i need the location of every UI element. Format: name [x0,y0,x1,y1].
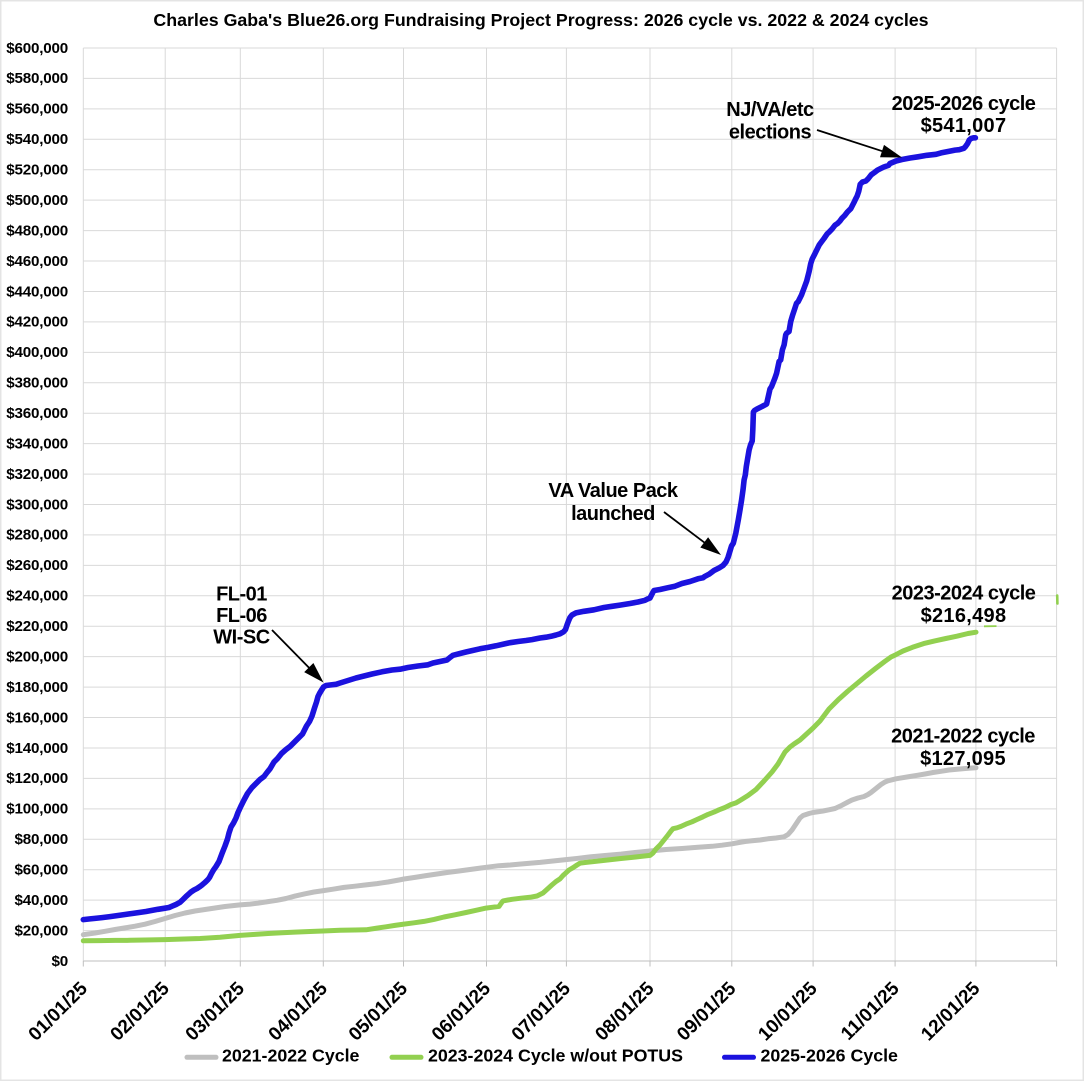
svg-text:$580,000: $580,000 [6,70,68,87]
svg-text:2021-2022 Cycle: 2021-2022 Cycle [222,1045,360,1065]
svg-text:$200,000: $200,000 [6,649,68,666]
svg-text:$20,000: $20,000 [15,922,69,939]
svg-text:$300,000: $300,000 [6,496,68,513]
svg-text:Charles Gaba's Blue26.org Fund: Charles Gaba's Blue26.org Fundraising Pr… [153,10,928,30]
svg-text:elections: elections [729,122,812,144]
svg-text:$400,000: $400,000 [6,344,68,361]
svg-text:$40,000: $40,000 [15,892,69,909]
svg-text:FL-06: FL-06 [216,605,267,627]
svg-text:$520,000: $520,000 [6,162,68,179]
svg-text:$560,000: $560,000 [6,101,68,118]
svg-text:2023-2024 cycle: 2023-2024 cycle [892,583,1036,605]
svg-text:$480,000: $480,000 [6,222,68,239]
svg-text:$60,000: $60,000 [15,862,69,879]
svg-text:$0: $0 [52,953,69,970]
svg-text:NJ/VA/etc: NJ/VA/etc [726,99,814,121]
svg-text:FL-01: FL-01 [216,584,267,606]
svg-text:$320,000: $320,000 [6,466,68,483]
svg-text:$600,000: $600,000 [6,40,68,57]
svg-text:$80,000: $80,000 [15,831,69,848]
svg-text:$216,498: $216,498 [921,605,1007,627]
svg-text:$140,000: $140,000 [6,740,68,757]
svg-text:2023-2024 Cycle w/out POTUS: 2023-2024 Cycle w/out POTUS [428,1045,683,1065]
svg-text:$541,007: $541,007 [921,115,1007,137]
svg-text:VA Value Pack: VA Value Pack [548,480,679,502]
svg-text:$340,000: $340,000 [6,435,68,452]
svg-text:$380,000: $380,000 [6,375,68,392]
svg-text:$180,000: $180,000 [6,679,68,696]
svg-text:2025-2026 Cycle: 2025-2026 Cycle [761,1045,899,1065]
svg-text:$540,000: $540,000 [6,131,68,148]
svg-text:$127,095: $127,095 [920,748,1006,770]
svg-text:$120,000: $120,000 [6,770,68,787]
svg-text:$420,000: $420,000 [6,314,68,331]
svg-text:launched: launched [571,503,655,525]
svg-text:$440,000: $440,000 [6,283,68,300]
svg-text:$160,000: $160,000 [6,709,68,726]
svg-text:$220,000: $220,000 [6,618,68,635]
svg-text:WI-SC: WI-SC [213,627,269,649]
svg-text:$240,000: $240,000 [6,588,68,605]
svg-text:2025-2026 cycle: 2025-2026 cycle [892,93,1036,115]
svg-text:$260,000: $260,000 [6,557,68,574]
svg-text:$460,000: $460,000 [6,253,68,270]
svg-text:$280,000: $280,000 [6,527,68,544]
svg-text:$360,000: $360,000 [6,405,68,422]
svg-text:$500,000: $500,000 [6,192,68,209]
svg-text:2021-2022 cycle: 2021-2022 cycle [891,726,1035,748]
svg-text:$100,000: $100,000 [6,801,68,818]
